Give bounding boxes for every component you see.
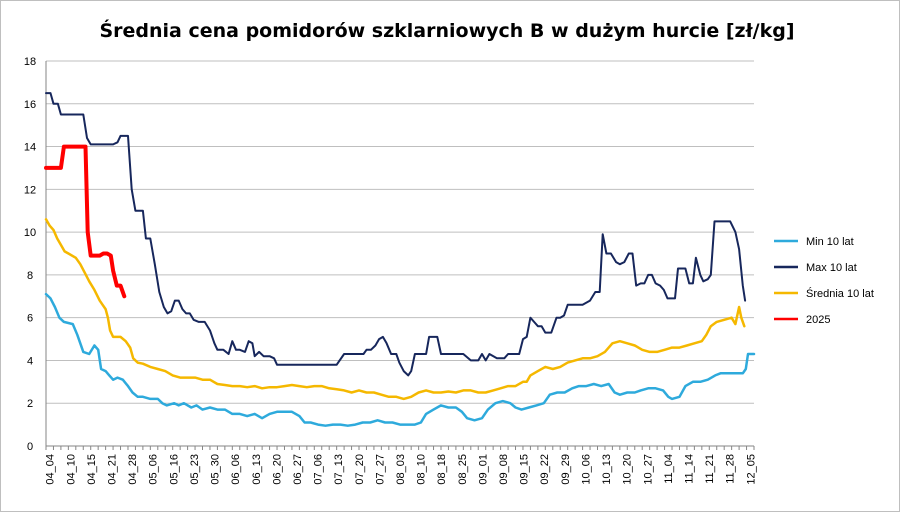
x-tick-label: 08_18	[436, 454, 448, 485]
y-tick-label: 12	[24, 184, 36, 196]
series-lines	[44, 92, 756, 427]
x-tick-label: 07_13	[333, 454, 345, 485]
y-tick-label: 8	[27, 270, 33, 282]
series-line-1	[45, 92, 747, 377]
x-tick-label: 11_21	[704, 454, 716, 484]
x-tick-label: 12_05	[745, 454, 757, 485]
y-tick-label: 2	[27, 398, 33, 410]
x-tick-label: 09_22	[539, 454, 551, 485]
y-axis: 0 2 4 6 8 10 12 14 16 18	[24, 56, 47, 453]
series-line-3	[44, 144, 127, 299]
x-tick-label: 11_28	[725, 454, 737, 484]
y-tick-label: 4	[27, 355, 33, 367]
x-tick-label: 11_04	[663, 454, 675, 484]
x-tick-label: 10_20	[622, 454, 634, 485]
x-tick-label: 04_10	[65, 454, 77, 485]
x-tick-label: 09_08	[498, 454, 510, 485]
x-tick-label: 08_03	[395, 454, 407, 485]
y-tick-label: 18	[24, 56, 36, 68]
x-tick-label: 07_27	[374, 454, 386, 485]
x-tick-label: 08_10	[416, 454, 428, 485]
x-tick-label: 04_28	[127, 454, 139, 485]
legend: Min 10 lat Max 10 lat Średnia 10 lat 2025	[774, 236, 874, 326]
x-tick-label: 05_16	[168, 454, 180, 485]
x-tick-label: 05_30	[210, 454, 222, 485]
chart-title: Średnia cena pomidorów szklarniowych B w…	[99, 18, 794, 42]
x-tick-label: 05_23	[189, 454, 201, 485]
y-tick-label: 6	[27, 313, 33, 325]
x-tick-label: 09_01	[477, 454, 489, 485]
x-tick-label: 04_15	[86, 454, 98, 485]
x-tick-label: 09_15	[519, 454, 531, 485]
x-tick-label: 06_06	[230, 454, 242, 485]
legend-label-0: Min 10 lat	[806, 236, 854, 248]
x-tick-label: 06_27	[292, 454, 304, 485]
x-tick-label: 07_06	[313, 454, 325, 485]
series-line-0	[44, 292, 756, 427]
x-tick-label: 05_06	[148, 454, 160, 485]
x-tick-label: 09_29	[560, 454, 572, 485]
x-tick-label: 10_13	[601, 454, 613, 485]
y-tick-label: 14	[24, 142, 36, 154]
series-line-2	[44, 218, 746, 401]
legend-label-3: 2025	[806, 314, 830, 326]
y-tick-label: 10	[24, 227, 36, 239]
x-tick-label: 08_25	[457, 454, 469, 485]
x-tick-label: 06_20	[271, 454, 283, 485]
x-tick-label: 06_13	[251, 454, 263, 485]
x-tick-label: 10_06	[580, 454, 592, 485]
y-tick-label: 16	[24, 99, 36, 111]
legend-label-2: Średnia 10 lat	[806, 287, 874, 300]
x-tick-label: 11_14	[683, 454, 695, 484]
x-tick-label: 04_04	[45, 454, 57, 485]
legend-label-1: Max 10 lat	[806, 262, 857, 274]
x-tick-label: 07_20	[354, 454, 366, 485]
y-tick-label: 0	[27, 441, 33, 453]
x-axis: 04_04 04_10 04_15 04_21 04_28 05_06 05_16 05_23…	[45, 445, 757, 485]
x-tick-label: 04_21	[107, 454, 119, 485]
x-tick-label: 10_27	[642, 454, 654, 485]
